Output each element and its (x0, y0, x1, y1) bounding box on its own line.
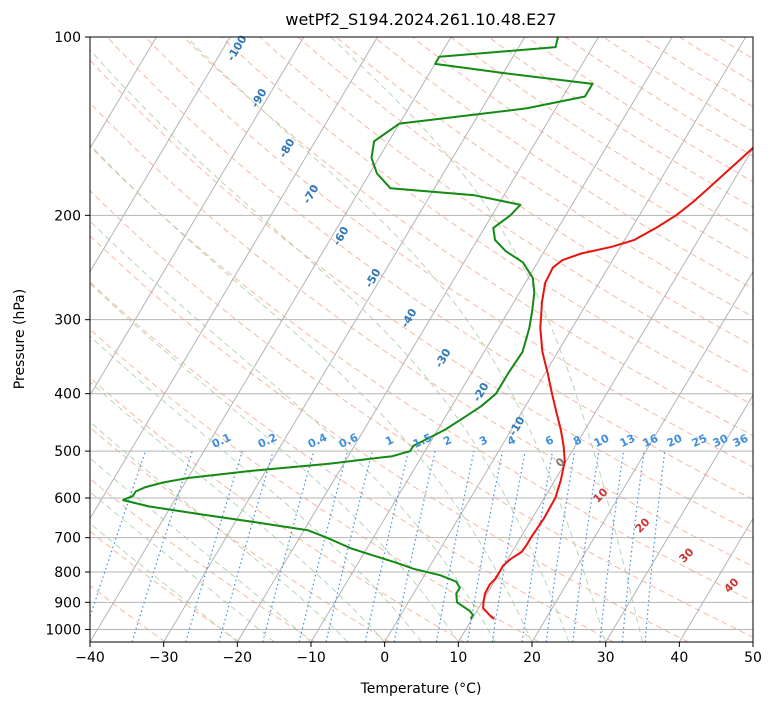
mixing-ratio-line (218, 450, 274, 642)
dry-adiabat (90, 235, 689, 642)
x-tick-label: 50 (744, 650, 762, 666)
moist-adiabat (330, 37, 643, 642)
dry-adiabat (90, 281, 614, 642)
y-tick-label: 300 (54, 313, 81, 329)
moist-adiabat (90, 522, 238, 642)
isotherm-line (531, 270, 753, 642)
isotherm-line (90, 37, 157, 150)
mixing-ratio-label: 20 (665, 432, 685, 450)
x-axis: −40 −30 −20 −10 0 10 20 30 40 50 (75, 642, 762, 666)
mixing-ratio-line (90, 450, 147, 619)
mixing-ratio-line (491, 450, 526, 642)
isotherm-line (384, 37, 747, 642)
moist-adiabat (90, 144, 533, 642)
y-tick-label: 1000 (45, 622, 81, 638)
moist-adiabat (90, 457, 312, 642)
chart-title: wetPf2_S194.2024.261.10.48.E27 (285, 10, 556, 30)
mixing-ratio-line (599, 451, 625, 642)
moist-adiabat (90, 49, 570, 642)
moist-adiabat (90, 421, 349, 642)
background-lines (90, 37, 753, 642)
dry-adiabat (90, 59, 753, 534)
y-tick-label: 400 (54, 387, 81, 403)
x-tick-label: 30 (597, 650, 615, 666)
x-tick-label: −30 (149, 650, 179, 666)
x-tick-label: 10 (449, 650, 467, 666)
mixing-ratio-label: 16 (641, 432, 661, 450)
isotherm-line (90, 37, 305, 397)
x-tick-label: −10 (296, 650, 326, 666)
moist-adiabat (90, 491, 275, 642)
plot-frame (89, 36, 754, 643)
mixing-ratio-line (325, 450, 373, 642)
mixing-ratio-line (466, 450, 504, 642)
moist-adiabat (186, 37, 607, 642)
mixing-ratio-line (521, 450, 554, 642)
mixing-ratio-line (545, 451, 576, 642)
x-axis-label: Temperature (°C) (360, 681, 482, 697)
mixing-ratio-line (435, 450, 475, 642)
mixing-ratio-label: 36 (731, 432, 751, 450)
mixing-ratio-label: 30 (711, 432, 731, 450)
y-axis: 100 200 300 400 500 600 700 800 900 1000 (45, 30, 90, 638)
y-tick-label: 600 (54, 491, 81, 507)
x-tick-label: 0 (380, 650, 389, 666)
mixing-ratio-line (393, 450, 436, 642)
x-tick-label: −20 (223, 650, 253, 666)
dewpoint-profile-line (122, 37, 594, 620)
mixing-ratio-line (262, 450, 315, 642)
isotherm-line (678, 517, 753, 642)
isotherm-line (236, 37, 599, 642)
x-tick-label: −40 (75, 650, 105, 666)
profile-lines (122, 37, 753, 620)
y-tick-label: 800 (54, 565, 81, 581)
mixing-ratio-line (364, 450, 410, 642)
dry-adiabat (90, 102, 753, 567)
y-tick-label: 500 (54, 444, 81, 460)
dry-adiabat (335, 37, 753, 318)
isotherm-line (163, 37, 526, 642)
mixing-ratio-label: 10 (592, 432, 612, 450)
isotherm-line (90, 37, 452, 642)
y-axis-label: Pressure (hPa) (12, 289, 28, 389)
y-tick-label: 700 (54, 531, 81, 547)
dry-adiabat (90, 426, 390, 642)
dry-adiabat (145, 37, 753, 468)
isotherm-line (310, 37, 673, 642)
mixing-ratio-label: 25 (690, 432, 709, 450)
mixing-ratio-line (185, 450, 243, 642)
dry-adiabat (106, 37, 753, 500)
dry-adiabat (90, 377, 465, 642)
dry-adiabat (297, 37, 753, 347)
x-tick-label: 40 (670, 650, 688, 666)
mixing-ratio-label: 13 (618, 432, 637, 450)
dry-adiabat (412, 37, 753, 262)
mixing-ratio-line (644, 451, 666, 642)
moist-adiabat (90, 381, 386, 642)
mixing-ratio-line (621, 451, 645, 642)
y-tick-label: 900 (54, 595, 81, 611)
dry-adiabat (373, 37, 753, 290)
x-tick-label: 20 (523, 650, 541, 666)
isotherm-line (605, 394, 753, 642)
mixing-ratio-line (572, 451, 600, 642)
isotherm-line (90, 37, 231, 273)
mixing-ratio-line (298, 450, 349, 642)
moist-adiabat (90, 282, 459, 642)
dry-adiabat (90, 328, 540, 642)
dry-adiabat (450, 37, 753, 235)
isotherm-line (457, 147, 753, 642)
moist-adiabat (90, 335, 422, 642)
y-tick-label: 200 (54, 208, 81, 224)
dry-adiabat (90, 145, 753, 602)
isotherm-line (90, 37, 378, 520)
temperature-profile-line (482, 146, 753, 620)
mixing-ratio-line (131, 450, 193, 642)
y-tick-label: 100 (54, 30, 81, 46)
dry-adiabat (90, 530, 241, 642)
